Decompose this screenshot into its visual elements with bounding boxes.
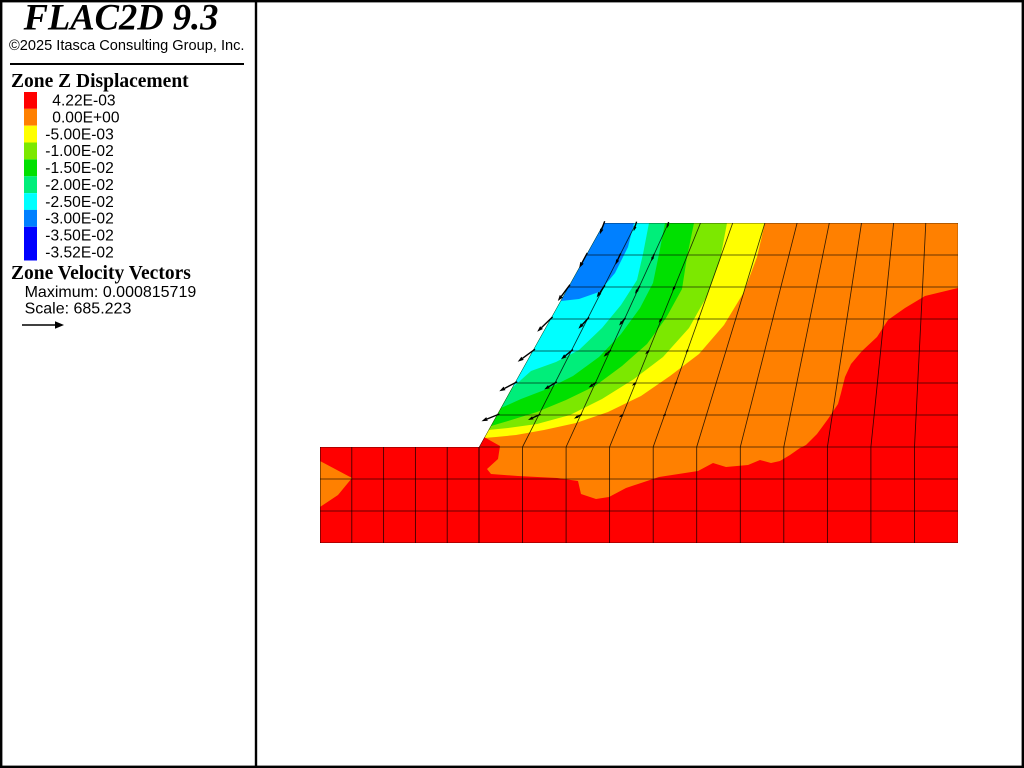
svg-text:0.00E+00: 0.00E+00 [52,110,120,127]
svg-text:Zone Z Displacement: Zone Z Displacement [11,71,189,92]
svg-text:©2025 Itasca Consulting Group,: ©2025 Itasca Consulting Group, Inc. [9,38,244,54]
svg-text:4.22E-03: 4.22E-03 [52,93,115,110]
svg-text:Scale: 685.223: Scale: 685.223 [25,301,132,318]
svg-text:-2.00E-02: -2.00E-02 [45,177,113,194]
svg-text:-1.50E-02: -1.50E-02 [45,160,113,177]
svg-text:-3.52E-02: -3.52E-02 [45,244,113,261]
svg-text:-1.00E-02: -1.00E-02 [45,143,113,160]
svg-text:FLAC2D 9.3: FLAC2D 9.3 [23,0,219,38]
svg-text:-2.50E-02: -2.50E-02 [45,194,113,211]
svg-text:-5.00E-03: -5.00E-03 [45,126,113,143]
svg-text:-3.50E-02: -3.50E-02 [45,228,113,245]
svg-text:Maximum: 0.000815719: Maximum: 0.000815719 [25,284,197,301]
svg-text:-3.00E-02: -3.00E-02 [45,211,113,228]
svg-text:Zone Velocity Vectors: Zone Velocity Vectors [11,263,191,284]
